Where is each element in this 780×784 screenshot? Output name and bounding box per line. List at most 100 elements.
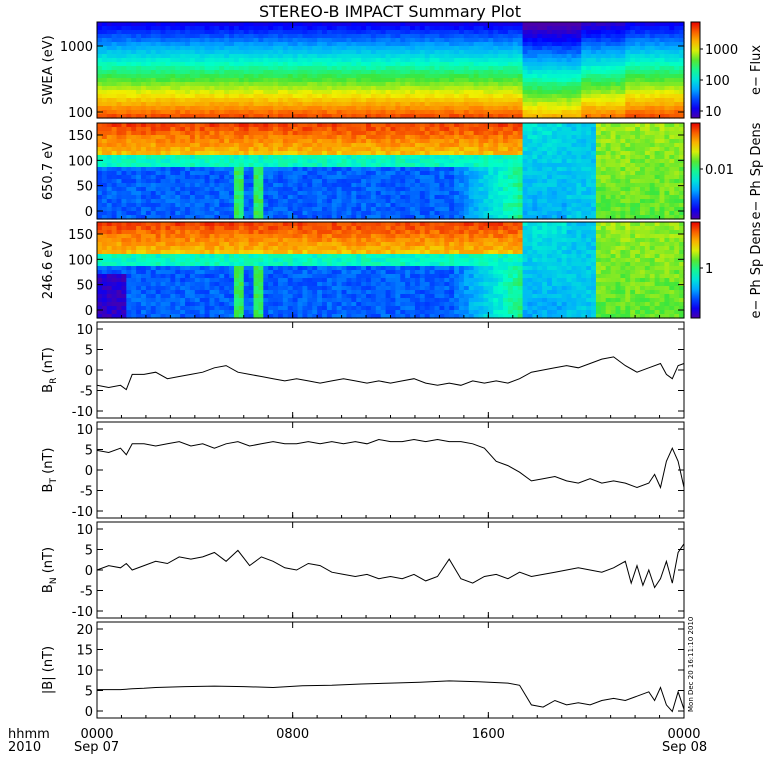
heatmap-cell [126,159,131,164]
heatmap-cell [596,82,601,87]
heatmap-cell [371,151,376,156]
heatmap-cell [268,147,273,152]
heatmap-cell [459,74,464,79]
heatmap-cell [298,50,303,55]
heatmap-cell [107,98,112,103]
heatmap-cell [190,22,195,27]
heatmap-cell [161,179,166,184]
heatmap-cell [542,106,547,111]
heatmap-cell [185,175,190,180]
heatmap-cell [165,74,170,79]
heatmap-cell [415,163,420,168]
heatmap-cell [175,195,180,200]
heatmap-cell [488,86,493,91]
heatmap-cell [185,106,190,111]
heatmap-cell [459,203,464,208]
heatmap-cell [576,90,581,95]
heatmap-cell [283,86,288,91]
heatmap-cell [170,58,175,63]
heatmap-cell [464,98,469,103]
heatmap-cell [249,151,254,156]
heatmap-cell [469,74,474,79]
heatmap-cell [601,106,606,111]
heatmap-cell [136,38,141,43]
heatmap-cell [254,171,259,176]
heatmap-cell [107,54,112,59]
heatmap-cell [425,199,430,204]
heatmap-cell [454,42,459,47]
heatmap-cell [214,135,219,140]
heatmap-cell [430,78,435,83]
heatmap-cell [410,155,415,160]
heatmap-cell [415,135,420,140]
heatmap-cell [121,143,126,148]
heatmap-cell [606,42,611,47]
heatmap-cell [136,30,141,35]
heatmap-cell [361,183,366,188]
heatmap-cell [351,26,356,31]
heatmap-cell [444,62,449,67]
heatmap-cell [273,191,278,196]
heatmap-cell [669,66,674,71]
heatmap-cell [395,26,400,31]
heatmap-cell [146,139,151,144]
heatmap-cell [117,26,122,31]
heatmap-cell [146,102,151,107]
heatmap-cell [479,131,484,136]
heatmap-cell [244,139,249,144]
heatmap-cell [557,98,562,103]
heatmap-cell [327,135,332,140]
heatmap-cell [586,66,591,71]
heatmap-cell [327,151,332,156]
heatmap-cell [214,54,219,59]
heatmap-cell [386,127,391,132]
heatmap-cell [161,199,166,204]
heatmap-cell [508,167,513,172]
heatmap-cell [479,187,484,192]
heatmap-cell [195,94,200,99]
heatmap-cell [483,58,488,63]
heatmap-cell [288,62,293,67]
heatmap-cell [342,199,347,204]
heatmap-cell [97,94,102,99]
heatmap-cell [581,70,586,75]
heatmap-cell [620,82,625,87]
heatmap-cell [400,147,405,152]
heatmap-cell [454,102,459,107]
heatmap-cell [611,26,616,31]
heatmap-cell [391,66,396,71]
heatmap-cell [527,34,532,39]
heatmap-cell [586,86,591,91]
heatmap-cell [420,34,425,39]
heatmap-cell [97,50,102,55]
heatmap-cell [239,207,244,212]
heatmap-cell [244,123,249,128]
heatmap-cell [420,46,425,51]
heatmap-cell [674,102,679,107]
heatmap-cell [469,143,474,148]
heatmap-cell [151,183,156,188]
heatmap-cell [356,211,361,216]
heatmap-cell [112,66,117,71]
heatmap-cell [410,62,415,67]
heatmap-cell [322,110,327,115]
heatmap-cell [97,143,102,148]
heatmap-cell [346,147,351,152]
heatmap-cell [439,163,444,168]
heatmap-cell [576,94,581,99]
heatmap-cell [454,163,459,168]
heatmap-cell [312,70,317,75]
heatmap-cell [312,143,317,148]
heatmap-cell [151,123,156,128]
heatmap-cell [415,211,420,216]
heatmap-cell [249,62,254,67]
heatmap-cell [405,82,410,87]
heatmap-cell [161,86,166,91]
heatmap-cell [229,22,234,27]
heatmap-cell [674,38,679,43]
heatmap-cell [102,159,107,164]
heatmap-cell [479,58,484,63]
heatmap-cell [371,46,376,51]
heatmap-cell [342,135,347,140]
